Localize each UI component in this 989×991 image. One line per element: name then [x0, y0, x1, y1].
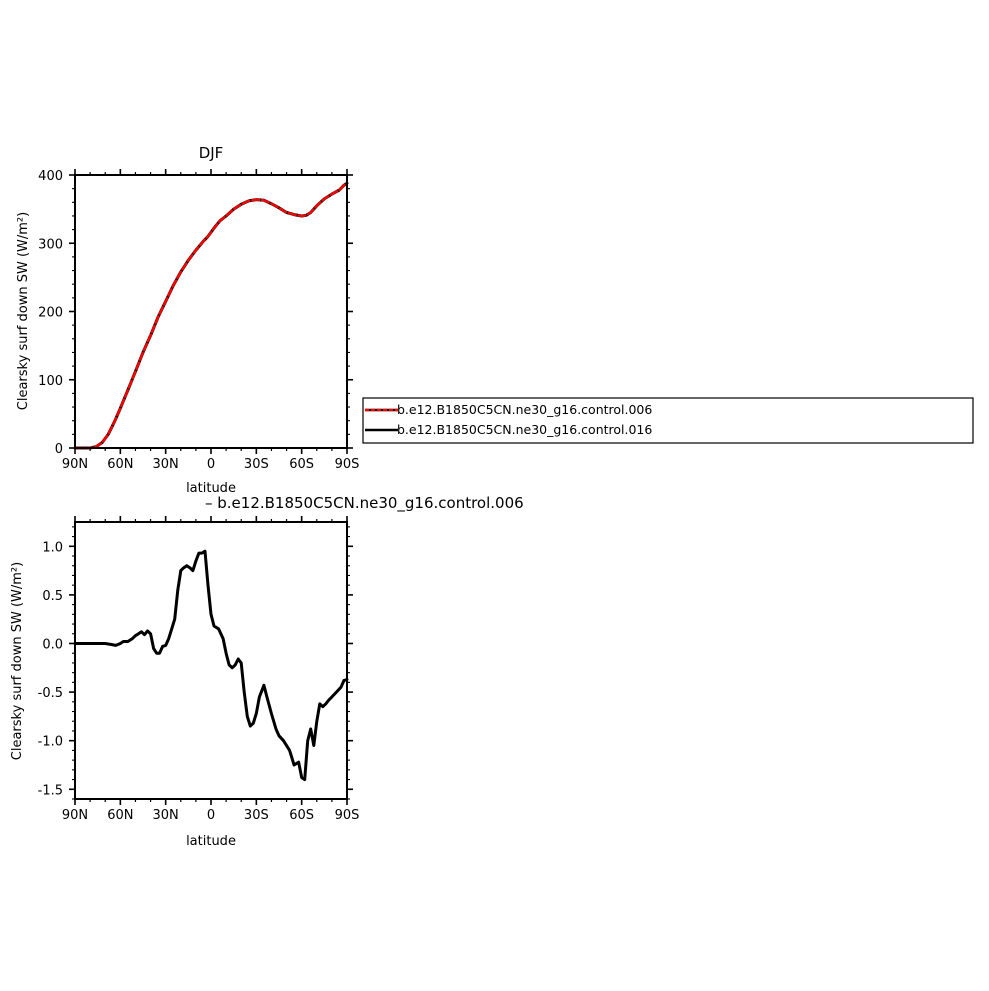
bottom-y-tick-label: -1.5	[38, 783, 63, 798]
legend: b.e12.B1850C5CN.ne30_g16.control.006 b.e…	[362, 397, 974, 444]
bottom-y-axis-label: Clearsky surf down SW (W/m²)	[10, 562, 25, 760]
bottom-x-tick-label: 60N	[107, 808, 133, 823]
top-series-group	[73, 181, 349, 450]
bottom-series-line-0	[73, 549, 349, 782]
bottom-x-tick-label: 90S	[335, 808, 360, 823]
top-x-tick-label: 60N	[107, 457, 133, 472]
top-y-tick-label: 200	[38, 306, 63, 321]
top-chart-title: DJF	[199, 144, 224, 162]
bottom-y-tick-label: 0.0	[42, 637, 63, 652]
bottom-plot-frame	[74, 521, 348, 800]
bottom-y-tick-label: 0.5	[42, 589, 63, 604]
bottom-axis-ticks: 90N 60N 30N 0 30S 60S 90S -1.5 -1.0 -0.5 0.0 0.5 1.0	[38, 516, 360, 823]
top-x-tick-label: 60S	[289, 457, 314, 472]
bottom-panel: – b.e12.B1850C5CN.ne30_g16.control.006 9…	[10, 494, 524, 849]
bottom-x-tick-label: 30S	[244, 808, 269, 823]
top-y-tick-label: 400	[38, 169, 63, 184]
legend-label-control-006: b.e12.B1850C5CN.ne30_g16.control.006	[397, 402, 652, 417]
top-plot-frame	[74, 174, 348, 449]
top-x-axis-label: latitude	[186, 481, 236, 496]
bottom-x-tick-label: 90N	[62, 808, 88, 823]
top-x-tick-label: 90S	[335, 457, 360, 472]
bottom-y-tick-label: -0.5	[38, 686, 63, 701]
bottom-series-group	[73, 549, 349, 782]
bottom-x-tick-label: 30N	[153, 808, 179, 823]
top-series-line-1	[73, 182, 349, 450]
top-x-tick-label: 90N	[62, 457, 88, 472]
bottom-y-tick-label: -1.0	[38, 735, 63, 750]
top-y-tick-label: 100	[38, 374, 63, 389]
top-series-line-0	[73, 181, 349, 450]
bottom-x-axis-label: latitude	[186, 834, 236, 849]
bottom-x-tick-label: 60S	[289, 808, 314, 823]
top-axis-ticks: 90N 60N 30N 0 30S 60S 90S 0 100 200 300 400	[38, 169, 359, 472]
bottom-x-tick-label: 0	[207, 808, 215, 823]
top-x-tick-label: 0	[207, 457, 215, 472]
top-x-tick-label: 30N	[153, 457, 179, 472]
legend-box	[362, 397, 974, 444]
top-panel: DJF 90N 60N 30N 0 30S 60S 90S 0 100 200 300 400 lat…	[16, 144, 359, 496]
bottom-y-tick-label: 1.0	[42, 540, 63, 555]
bottom-chart-title: – b.e12.B1850C5CN.ne30_g16.control.006	[205, 494, 524, 513]
top-y-axis-label: Clearsky surf down SW (W/m²)	[16, 212, 31, 410]
top-y-tick-label: 300	[38, 237, 63, 252]
top-y-tick-label: 0	[55, 442, 63, 457]
legend-label-control-016: b.e12.B1850C5CN.ne30_g16.control.016	[397, 422, 652, 437]
top-x-tick-label: 30S	[244, 457, 269, 472]
